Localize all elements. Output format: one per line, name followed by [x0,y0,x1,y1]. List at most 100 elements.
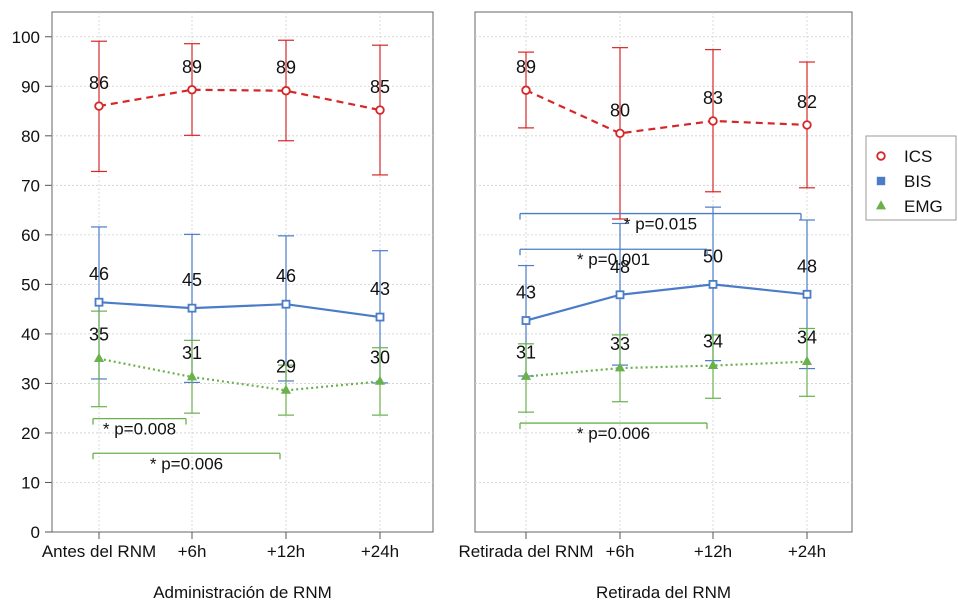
panel-administracion: Antes del RNM +6h +12h +24h Administración d… [42,11,434,602]
y-tick-label: 60 [21,226,40,245]
data-label: 43 [516,283,536,303]
data-label: 33 [610,334,630,354]
data-label: 89 [516,57,536,77]
data-label: 35 [89,325,109,345]
series-line [98,301,381,319]
series-bis: 43 48 50 48 [516,206,817,377]
data-label: 46 [276,266,296,286]
plot-frame [474,11,853,533]
y-tick-label: 80 [21,127,40,146]
data-label: 43 [370,279,390,299]
ics-marker [94,101,104,111]
ics-marker [521,85,531,95]
legend-marker-ics [876,151,886,161]
y-tick-label: 10 [21,473,40,492]
x-tick-label: +24h [361,542,399,561]
series-emg: 35 31 29 30 [89,310,390,416]
bis-marker [802,289,812,299]
emg-marker [707,359,719,369]
y-tick-label: 20 [21,424,40,443]
legend-marker-emg [875,200,887,210]
y-tick-label: 50 [21,275,40,294]
data-label: 83 [703,88,723,108]
series-emg: 31 33 34 34 [516,328,817,413]
ics-marker [802,120,812,130]
data-label: 34 [703,332,723,352]
data-label: 29 [276,356,296,376]
data-label: 48 [797,256,817,276]
significance-bracket: * p=0.015 [519,212,802,234]
legend-marker-bis [876,176,886,186]
bis-marker [521,316,531,325]
emg-marker [614,362,626,372]
data-label: 45 [182,270,202,290]
x-tick-label: +6h [178,542,207,561]
ics-marker [615,128,625,139]
data-label: 50 [703,246,723,266]
bis-marker [94,297,104,307]
emg-marker [520,370,532,380]
y-tick-label: 0 [31,523,40,542]
data-label: 30 [370,347,390,367]
series-ics: 86 89 89 85 [89,39,390,176]
data-label: 80 [610,100,630,120]
significance-bracket: * p=0.006 [519,422,708,443]
x-tick-label: +12h [267,542,305,561]
emg-marker [374,375,386,385]
legend-label-emg: EMG [904,197,943,216]
panel-retirada: Retirada del RNM +6h +12h +24h Retirada del … [458,11,853,602]
plot-frame [51,11,434,533]
data-label: 48 [610,257,630,277]
data-label: 31 [182,343,202,363]
series-line [525,89,808,135]
series-ics: 89 80 83 82 [516,47,817,220]
ics-marker [187,85,197,95]
p-value-label: * p=0.015 [624,215,697,234]
x-tick-label: +6h [606,542,635,561]
data-label: 86 [89,73,109,93]
data-label: 46 [89,264,109,284]
legend-label-ics: ICS [904,147,932,166]
y-tick-label: 70 [21,176,40,195]
ics-marker [375,105,385,115]
series-line [98,357,381,392]
p-value-label: * p=0.006 [577,424,650,443]
p-value-label: * p=0.001 [577,250,650,269]
legend: ICS BIS EMG [865,135,957,221]
p-value-label: * p=0.006 [150,454,223,473]
significance-bracket: * p=0.001 [519,248,708,269]
x-tick-label: +12h [694,542,732,561]
x-tick-label: Retirada del RNM [458,542,593,561]
bis-marker [615,290,625,300]
series-line [525,283,808,322]
data-label: 82 [797,92,817,112]
bis-marker [187,303,197,313]
y-tick-label: 30 [21,374,40,393]
emg-marker [93,352,105,363]
y-tick-label: 90 [21,77,40,96]
y-axis: 0 10 20 30 40 50 60 70 80 90 100 [12,12,53,542]
y-tick-label: 40 [21,325,40,344]
data-label: 34 [797,328,817,348]
ics-marker [281,86,291,96]
data-label: 89 [276,58,296,78]
data-label: 85 [370,77,390,97]
ics-marker [708,116,718,126]
legend-label-bis: BIS [904,172,931,191]
data-label: 89 [182,57,202,77]
series-line [525,360,808,378]
emg-marker [801,355,813,365]
x-axis-title: Administración de RNM [153,583,332,602]
significance-bracket: * p=0.006 [92,452,281,473]
x-tick-label: Antes del RNM [42,542,156,561]
data-label: 31 [516,342,536,362]
significance-bracket: * p=0.008 [92,417,187,439]
x-axis-title: Retirada del RNM [596,583,731,602]
bis-marker [281,299,291,309]
bis-marker [375,312,385,322]
p-value-label: * p=0.008 [103,420,176,439]
bis-marker [708,279,718,289]
emg-marker [186,371,198,381]
x-tick-label: +24h [788,542,826,561]
